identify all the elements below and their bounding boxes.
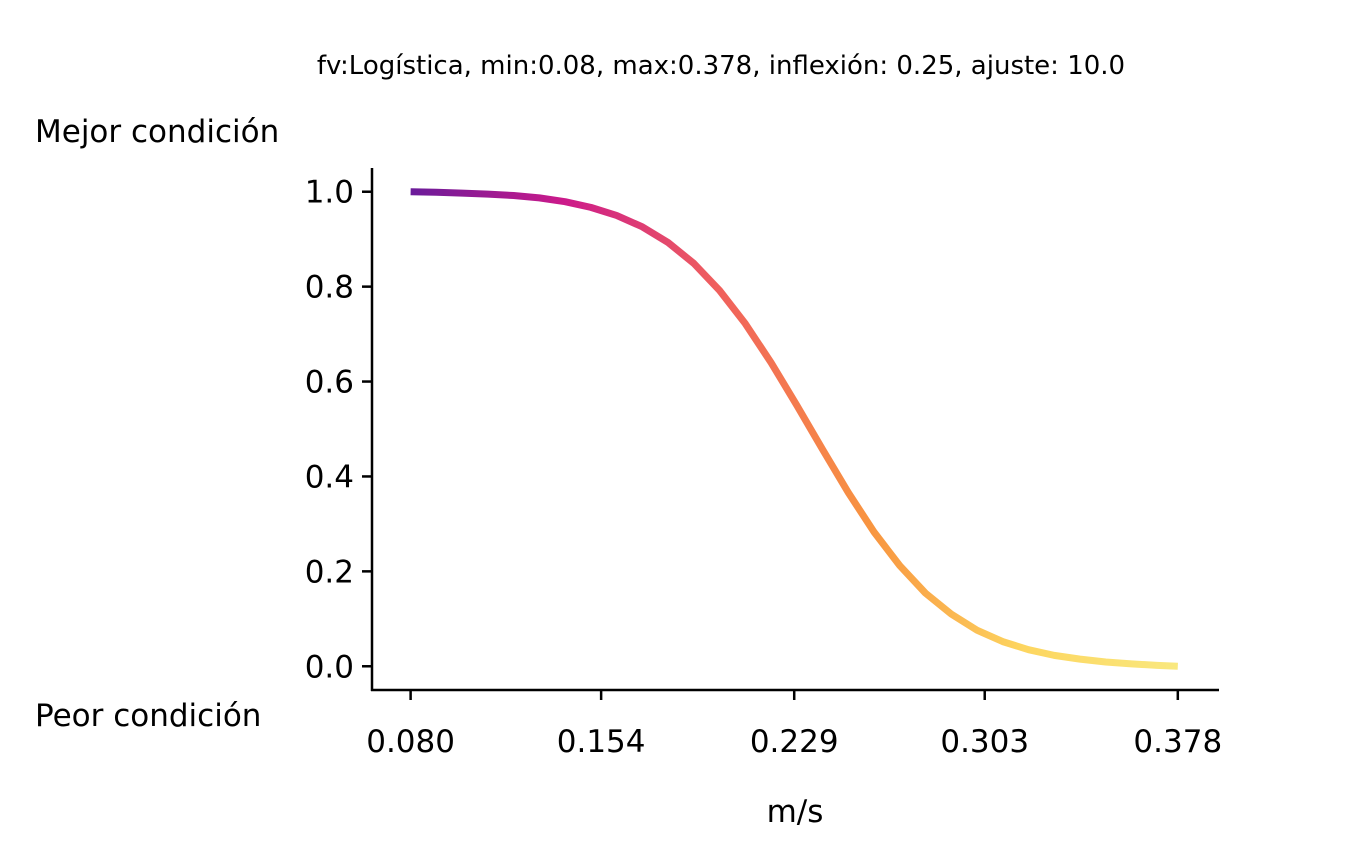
- y-tick-label: 0.8: [305, 270, 354, 306]
- x-tick-label: 0.378: [1133, 724, 1222, 760]
- y-label-worst: Peor condición: [35, 698, 261, 734]
- chart-title: fv:Logística, min:0.08, max:0.378, infle…: [317, 51, 1125, 81]
- series-line: [410, 188, 1178, 670]
- y-label-best: Mejor condición: [35, 114, 279, 150]
- x-axis-label: m/s: [767, 794, 824, 830]
- x-tick-label: 0.303: [940, 724, 1029, 760]
- x-tick-label: 0.229: [750, 724, 839, 760]
- y-tick-label: 1.0: [305, 175, 354, 211]
- x-tick-label: 0.154: [557, 724, 646, 760]
- y-tick-label: 0.2: [305, 554, 354, 590]
- y-tick-label: 0.6: [305, 365, 354, 401]
- y-tick-label: 0.4: [305, 459, 354, 495]
- x-tick-label: 0.080: [366, 724, 455, 760]
- y-tick-label: 0.0: [305, 649, 354, 685]
